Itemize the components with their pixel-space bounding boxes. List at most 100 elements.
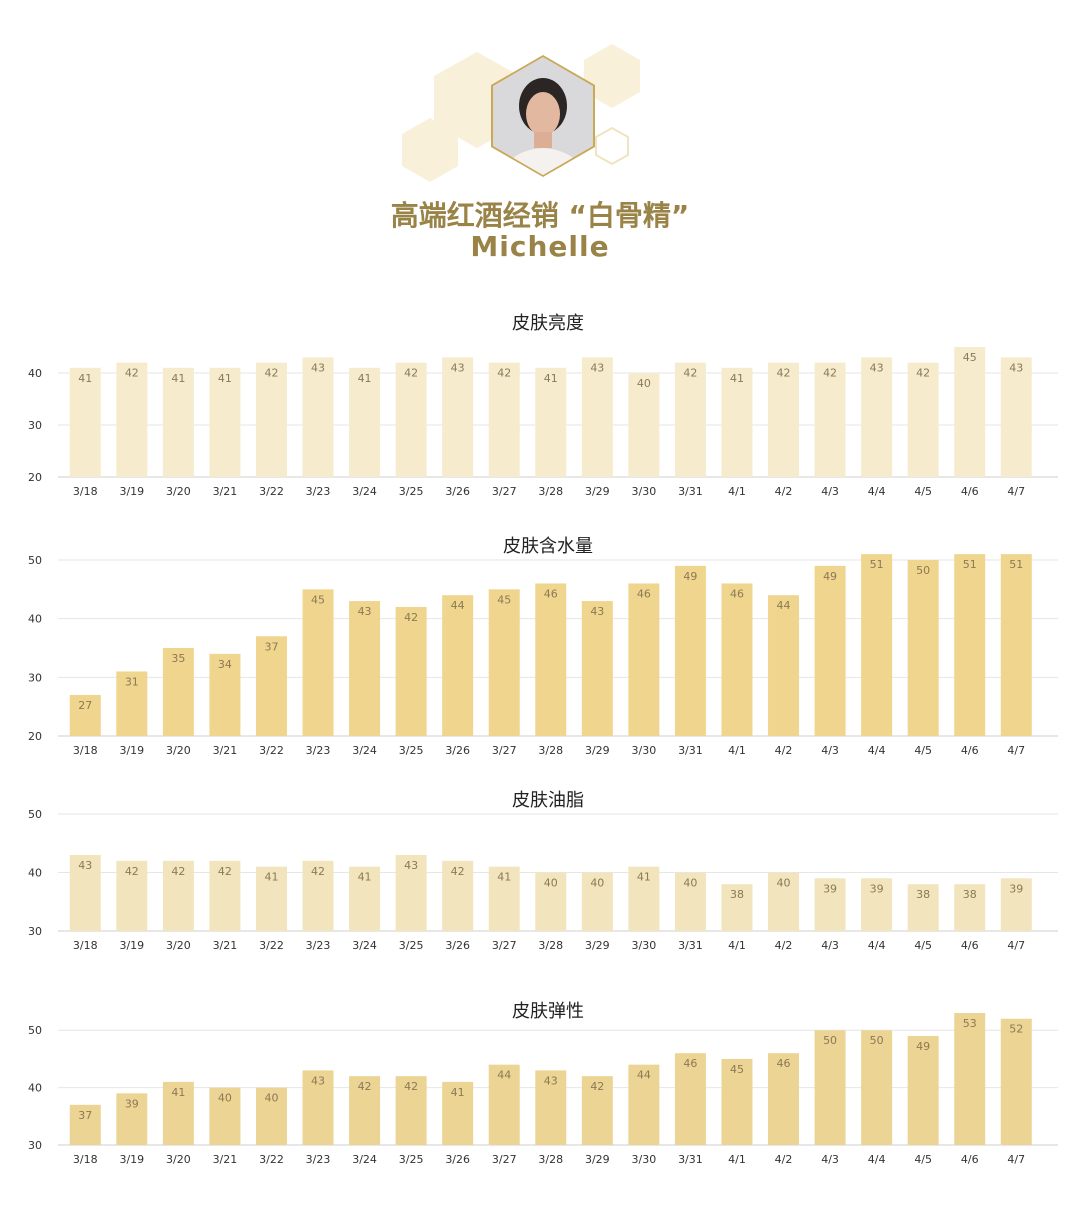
x-tick-label: 4/4 [868, 485, 886, 498]
bar [442, 357, 474, 477]
x-tick-label: 3/25 [399, 1153, 424, 1166]
data-label: 49 [916, 1040, 930, 1053]
x-tick-label: 3/28 [538, 1153, 563, 1166]
x-tick-label: 3/20 [166, 1153, 191, 1166]
data-label: 42 [823, 367, 837, 380]
bar [814, 565, 846, 736]
y-tick-label: 30 [28, 419, 42, 432]
x-tick-label: 3/25 [399, 744, 424, 757]
chart-moisture: 20 30 40 50 皮肤含水量 27 3/18 31 3/19 35 3/20 34 3/21 37 3… [0, 528, 1080, 763]
data-label: 43 [590, 361, 604, 374]
x-tick-label: 3/30 [632, 744, 657, 757]
x-tick-label: 3/22 [259, 1153, 284, 1166]
bar [954, 1013, 986, 1145]
x-tick-label: 4/4 [868, 939, 886, 952]
x-tick-label: 4/2 [775, 744, 793, 757]
bar [628, 866, 660, 931]
x-tick-label: 3/22 [259, 939, 284, 952]
bar [535, 583, 567, 736]
chart-title: 皮肤油脂 [512, 790, 584, 811]
bar [581, 872, 613, 931]
bar [535, 872, 567, 931]
chart-oil: 30 40 50 皮肤油脂 43 3/18 42 3/19 42 3/20 42 3/21 41 3/22… [0, 782, 1080, 957]
y-tick-label: 20 [28, 471, 42, 484]
x-tick-label: 3/30 [632, 939, 657, 952]
y-tick-label: 40 [28, 613, 42, 626]
x-tick-label: 3/31 [678, 1153, 703, 1166]
bar [1000, 1018, 1032, 1145]
bar [1000, 357, 1032, 477]
x-tick-label: 3/18 [73, 939, 98, 952]
bar [721, 367, 753, 477]
brightness-chart-svg: 20 30 40 皮肤亮度 41 3/18 42 3/19 41 3/20 41 3/21 42 3/22… [28, 313, 1058, 498]
data-label: 41 [358, 871, 372, 884]
x-tick-label: 3/23 [306, 485, 331, 498]
x-tick-label: 4/7 [1007, 939, 1025, 952]
x-tick-label: 4/2 [775, 1153, 793, 1166]
bar [907, 1035, 939, 1145]
x-tick-label: 3/27 [492, 485, 517, 498]
oil-chart-svg: 30 40 50 皮肤油脂 43 3/18 42 3/19 42 3/20 42 3/21 41 3/22… [28, 790, 1058, 952]
data-label: 42 [311, 865, 325, 878]
data-label: 43 [451, 361, 465, 374]
bar [349, 1076, 381, 1145]
x-tick-label: 4/1 [728, 939, 746, 952]
bar [162, 1081, 194, 1145]
data-label: 38 [916, 888, 930, 901]
data-label: 27 [78, 699, 92, 712]
data-label: 50 [916, 564, 930, 577]
data-label: 42 [497, 367, 511, 380]
data-label: 40 [264, 1092, 278, 1105]
chart-title: 皮肤亮度 [512, 313, 584, 334]
bar [395, 362, 427, 477]
y-tick-label: 50 [28, 808, 42, 821]
bar [69, 694, 101, 736]
x-tick-label: 3/22 [259, 744, 284, 757]
bar [861, 878, 893, 931]
x-tick-label: 3/23 [306, 939, 331, 952]
bar [162, 648, 194, 736]
data-label: 51 [870, 558, 884, 571]
bar [116, 860, 148, 931]
data-label: 42 [125, 865, 139, 878]
data-label: 46 [544, 587, 558, 600]
x-tick-label: 4/3 [821, 485, 839, 498]
x-tick-label: 4/1 [728, 485, 746, 498]
data-label: 46 [777, 1057, 791, 1070]
data-label: 42 [451, 865, 465, 878]
x-tick-label: 3/20 [166, 939, 191, 952]
x-tick-label: 3/31 [678, 939, 703, 952]
avatar [489, 54, 597, 178]
x-tick-label: 3/22 [259, 485, 284, 498]
data-label: 46 [730, 587, 744, 600]
x-tick-label: 4/6 [961, 744, 979, 757]
bar [628, 583, 660, 736]
data-label: 41 [637, 871, 651, 884]
bar [255, 636, 287, 736]
data-label: 50 [823, 1034, 837, 1047]
data-label: 34 [218, 658, 232, 671]
data-label: 44 [777, 599, 791, 612]
bar [116, 671, 148, 736]
data-label: 51 [963, 558, 977, 571]
bar [721, 884, 753, 931]
bar [442, 595, 474, 736]
data-label: 44 [451, 599, 465, 612]
data-label: 42 [404, 367, 418, 380]
x-tick-label: 4/1 [728, 1153, 746, 1166]
x-tick-label: 3/25 [399, 939, 424, 952]
data-label: 41 [451, 1086, 465, 1099]
bar [535, 1070, 567, 1145]
data-label: 41 [171, 372, 185, 385]
bar [69, 854, 101, 931]
bar [768, 362, 800, 477]
data-label: 52 [1009, 1023, 1023, 1036]
x-tick-label: 4/6 [961, 485, 979, 498]
data-label: 40 [590, 877, 604, 890]
bar [255, 1087, 287, 1145]
bar [442, 1081, 474, 1145]
data-label: 41 [264, 871, 278, 884]
x-tick-label: 3/18 [73, 485, 98, 498]
x-tick-label: 3/18 [73, 1153, 98, 1166]
data-label: 42 [171, 865, 185, 878]
